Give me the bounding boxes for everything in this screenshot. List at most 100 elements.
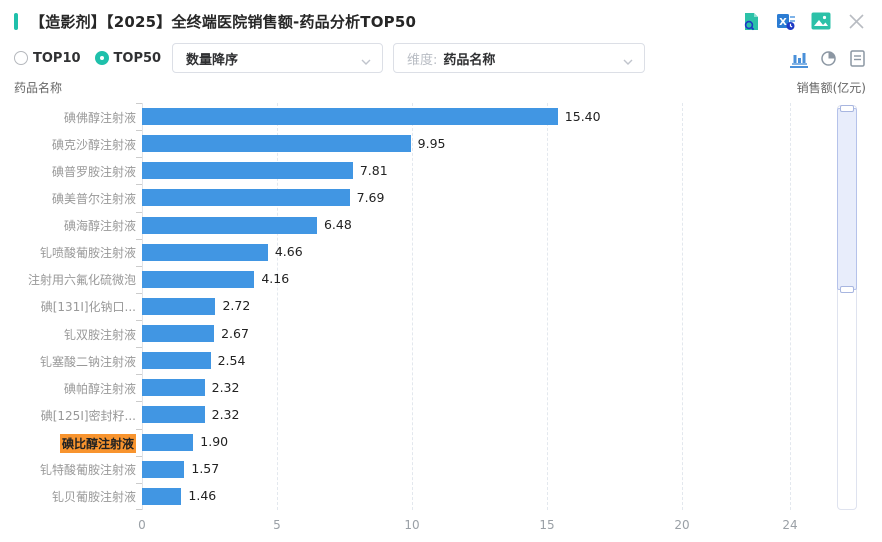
x-tick-label: 10 [404,518,420,532]
value-label: 4.66 [274,244,303,260]
x-tick-label: 20 [674,518,690,532]
category-label[interactable]: 碘美普尔注射液 [51,191,136,206]
y-axis-tick [136,347,142,349]
category-label[interactable]: 碘[131I]化钠口... [40,300,136,315]
controls-row: TOP10 TOP50 数量降序 维度: 药品名称 [0,43,882,73]
radio-top10[interactable]: TOP10 [14,51,81,66]
y-axis-tick [136,265,142,267]
value-label: 7.69 [356,189,385,205]
category-label[interactable]: 钆双胺注射液 [63,327,136,342]
topn-radio-group: TOP10 TOP50 [14,43,161,73]
datazoom-selection[interactable] [837,108,857,290]
radio-top50-label: TOP50 [113,50,162,66]
bar[interactable] [142,243,268,261]
dimension-value: 药品名称 [443,52,496,68]
value-label: 2.54 [217,352,246,368]
bar-chart-icon[interactable] [790,48,808,68]
datazoom-slider[interactable] [837,105,857,510]
title-bar: 【造影剂】【2025】全终端医院销售额-药品分析TOP50 X [0,0,882,40]
y-axis-tick [136,320,142,322]
value-label: 2.72 [222,298,251,314]
pie-chart-icon[interactable] [819,48,837,68]
title-accent-bar [14,13,18,30]
x-axis-title: 销售额(亿元) [796,81,866,95]
value-label: 1.90 [200,434,229,450]
bar[interactable] [142,325,215,343]
bar[interactable] [142,487,182,505]
close-icon[interactable] [846,11,866,31]
value-label: 7.81 [359,162,388,178]
category-label[interactable]: 碘佛醇注射液 [63,110,136,125]
gridline [682,103,683,510]
report-icon[interactable] [848,48,866,68]
y-axis-tick [136,130,142,132]
chevron-down-icon [622,53,634,72]
y-axis-tick [136,211,142,213]
category-label[interactable]: 钆喷酸葡胺注射液 [39,246,136,261]
chart-type-switcher [790,48,866,68]
gridline [547,103,548,510]
y-axis-tick [136,482,142,484]
bar[interactable] [142,406,205,424]
y-axis-tick [136,455,142,457]
bar[interactable] [142,135,411,153]
bar[interactable] [142,216,317,234]
y-axis-tick [136,157,142,159]
value-label: 15.40 [564,108,601,124]
bar-chart: 0 5 10 15 20 24 碘佛醇注射液 15.40 碘克沙醇注射液 9.95 碘普罗胺注射液 7… [0,103,882,533]
bar[interactable] [142,352,211,370]
category-label[interactable]: 碘比醇注射液 [59,434,136,454]
y-axis-tick [136,103,142,104]
bar[interactable] [142,460,185,478]
document-search-icon[interactable] [741,11,761,31]
category-label[interactable]: 钆贝葡胺注射液 [51,490,136,505]
radio-top10-circle [14,51,28,65]
bar[interactable] [142,433,194,451]
datazoom-handle-bottom[interactable] [840,286,854,293]
x-tick-label: 0 [138,518,146,532]
svg-text:X: X [779,17,787,28]
gridline [412,103,413,510]
bar[interactable] [142,189,350,207]
chevron-down-icon [360,53,372,72]
value-label: 1.46 [188,488,217,504]
category-label[interactable]: 钆特酸葡胺注射液 [39,463,136,478]
y-axis-tick [136,184,142,186]
sort-order-select[interactable]: 数量降序 [172,43,383,73]
excel-export-icon[interactable]: X [776,11,796,31]
dimension-select[interactable]: 维度: 药品名称 [393,43,645,73]
category-label[interactable]: 钆塞酸二钠注射液 [39,354,136,369]
sort-order-value: 数量降序 [186,52,239,68]
y-axis-tick [136,374,142,376]
value-label: 9.95 [417,135,446,151]
category-label[interactable]: 碘[125I]密封籽... [40,408,136,423]
dimension-prefix-label: 维度: [407,52,438,68]
value-label: 2.32 [211,406,240,422]
x-tick-label: 24 [782,518,798,532]
category-label[interactable]: 碘普罗胺注射液 [51,164,136,179]
y-axis-title: 药品名称 [14,81,63,95]
title-icon-group: X [741,11,866,31]
category-label[interactable]: 碘海醇注射液 [63,219,136,234]
value-label: 2.32 [211,379,240,395]
bar[interactable] [142,108,558,126]
radio-top50[interactable]: TOP50 [94,50,162,66]
category-label[interactable]: 碘帕醇注射液 [63,381,136,396]
bar[interactable] [142,162,353,180]
value-label: 6.48 [323,217,352,233]
bar[interactable] [142,379,205,397]
y-axis-tick [136,292,142,294]
bar[interactable] [142,270,255,288]
category-label[interactable]: 碘克沙醇注射液 [51,137,136,152]
gridline [277,103,278,510]
radio-top50-circle [94,51,109,65]
image-export-icon[interactable] [811,11,831,31]
datazoom-handle-top[interactable] [840,105,854,112]
bar[interactable] [142,297,216,315]
x-tick-label: 15 [539,518,555,532]
category-label[interactable]: 注射用六氟化硫微泡 [27,273,136,288]
gridline [790,103,791,510]
page-title: 【造影剂】【2025】全终端医院销售额-药品分析TOP50 [30,13,417,31]
value-label: 4.16 [261,271,290,287]
